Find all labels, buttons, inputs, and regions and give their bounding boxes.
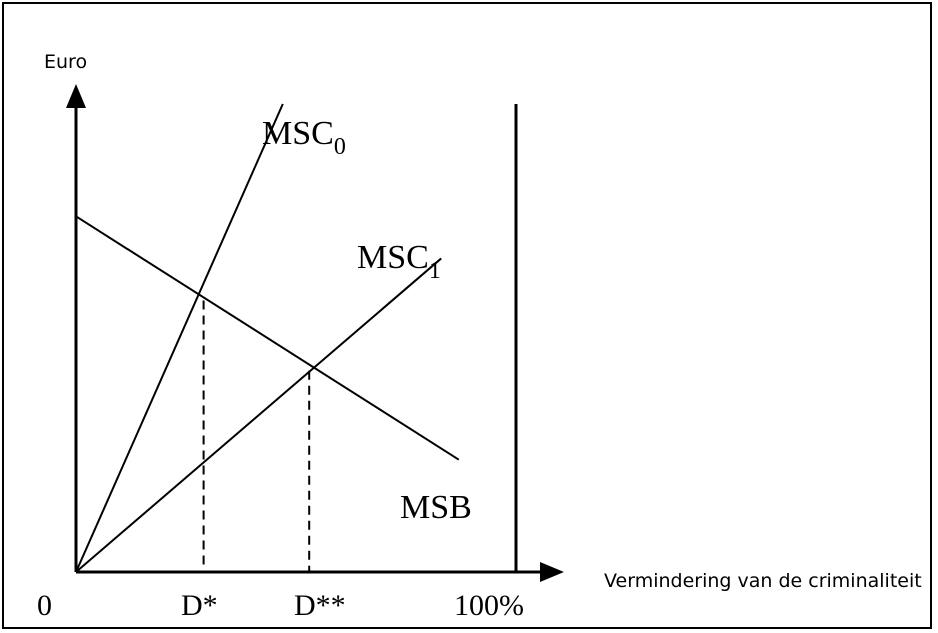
series-label-msc1: MSC1 [357,239,441,284]
series-line-msc0 [75,103,284,573]
series-label-msc0-name: MSC [262,115,334,152]
x-tick-label-d-double-star: D** [294,589,346,622]
series-line-msc1 [75,257,442,573]
x-tick-label-100: 100% [454,589,524,622]
series-label-msc1-name: MSC [357,239,429,276]
x-axis-label: Vermindering van de criminaliteit [604,570,922,592]
series-label-msc0: MSC0 [262,115,346,160]
series-label-msc1-subscript: 1 [429,258,441,284]
series-label-msb: MSB [400,489,472,526]
series-line-msb [75,215,460,461]
x-tick-label-d-star: D* [181,589,218,622]
series-label-msc0-subscript: 0 [334,134,346,160]
x-axis-arrow [540,562,564,582]
x-tick-label-0: 0 [37,589,52,622]
y-axis-label: Euro [44,51,87,73]
y-axis-arrow [66,84,86,108]
